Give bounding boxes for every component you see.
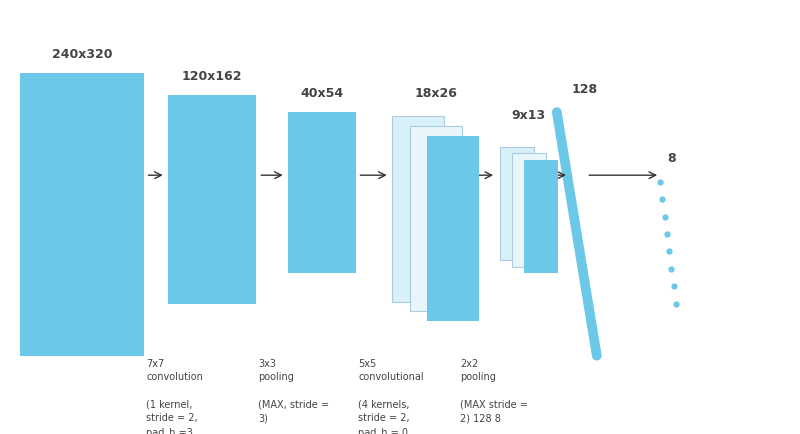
Bar — [20, 74, 144, 356]
Bar — [288, 113, 356, 273]
Bar — [500, 148, 534, 260]
Text: 120x162: 120x162 — [182, 69, 242, 82]
Bar — [392, 117, 444, 302]
Text: 5x5
convolutional

(4 kernels,
stride = 2,
pad_h = 0
pad_w = 1): 5x5 convolutional (4 kernels, stride = 2… — [358, 358, 424, 434]
Text: 8: 8 — [668, 152, 676, 165]
Text: 2x2
pooling

(MAX stride =
2) 128 8: 2x2 pooling (MAX stride = 2) 128 8 — [460, 358, 528, 422]
Bar — [168, 95, 256, 304]
Text: 40x54: 40x54 — [301, 87, 343, 100]
Text: 3x3
pooling

(MAX, stride =
3): 3x3 pooling (MAX, stride = 3) — [258, 358, 330, 422]
Text: 7x7
convolution

(1 kernel,
stride = 2,
pad_h =3,
pad_w = 5): 7x7 convolution (1 kernel, stride = 2, p… — [146, 358, 203, 434]
Text: 9x13: 9x13 — [512, 108, 546, 122]
Text: 128: 128 — [572, 82, 598, 95]
Text: 18x26: 18x26 — [414, 87, 457, 100]
Bar — [410, 127, 462, 312]
Text: 240x320: 240x320 — [52, 48, 112, 61]
Bar — [427, 136, 479, 321]
Bar — [512, 154, 546, 267]
Bar — [524, 161, 558, 273]
